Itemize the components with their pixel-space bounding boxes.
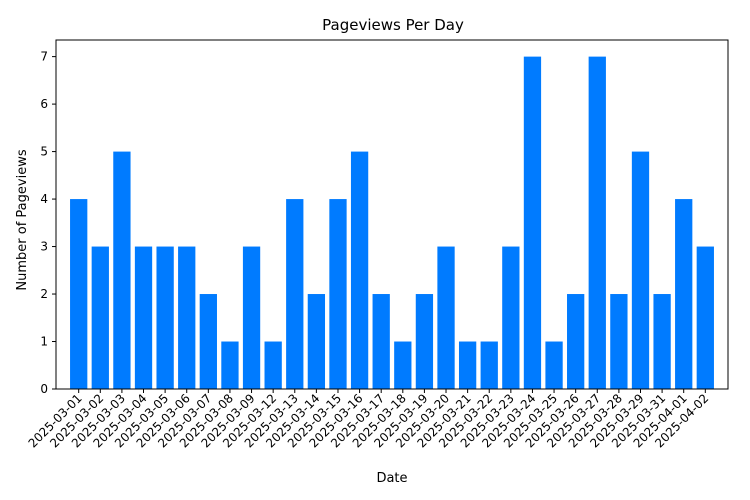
bar-2025-03-06 [178,246,196,389]
chart-title: Pageviews Per Day [322,16,464,34]
bar-2025-03-19 [415,294,434,389]
bar-2025-03-01 [70,199,88,389]
y-tick-label: 2 [40,287,48,301]
bar-2025-03-27 [588,56,606,390]
axes-frame [55,39,729,390]
y-tick-label: 6 [40,97,48,111]
y-tick-label: 4 [40,192,48,206]
y-tick-label: 0 [40,382,48,396]
bar-2025-03-29 [631,151,650,389]
bar-2025-03-12 [264,341,282,389]
bar-2025-03-04 [134,246,153,389]
bar-2025-03-02 [91,246,109,389]
bar-2025-03-20 [437,246,455,389]
bars-group [70,56,714,390]
bar-2025-04-01 [675,199,693,389]
bar-2025-03-31 [653,294,671,389]
bar-2025-03-18 [394,341,412,389]
bar-2025-03-25 [545,341,563,389]
bar-2025-03-17 [372,294,390,389]
bar-2025-03-08 [221,341,239,389]
y-tick-label: 3 [40,240,48,254]
y-tick-label: 7 [40,50,48,64]
x-axis-title: Date [376,471,407,486]
bar-2025-03-22 [480,341,498,389]
bar-2025-03-09 [242,246,261,389]
bar-2025-03-24 [523,56,542,390]
axes-group: 012345672025-03-012025-03-022025-03-0320… [26,39,729,450]
bar-2025-03-28 [610,294,628,389]
bar-2025-03-26 [567,294,585,389]
bar-2025-03-03 [113,151,131,389]
bar-2025-04-02 [696,246,714,389]
bar-2025-03-21 [458,341,477,389]
bar-2025-03-07 [199,294,217,389]
bar-2025-03-13 [286,199,304,389]
y-tick-label: 5 [40,145,48,159]
bar-2025-03-05 [156,246,174,389]
bar-2025-03-16 [350,151,369,389]
bar-2025-03-23 [502,246,520,389]
bar-2025-03-15 [329,199,347,389]
y-tick-label: 1 [40,335,48,349]
y-axis-title: Number of Pageviews [15,149,30,290]
bar-2025-03-14 [307,294,326,389]
